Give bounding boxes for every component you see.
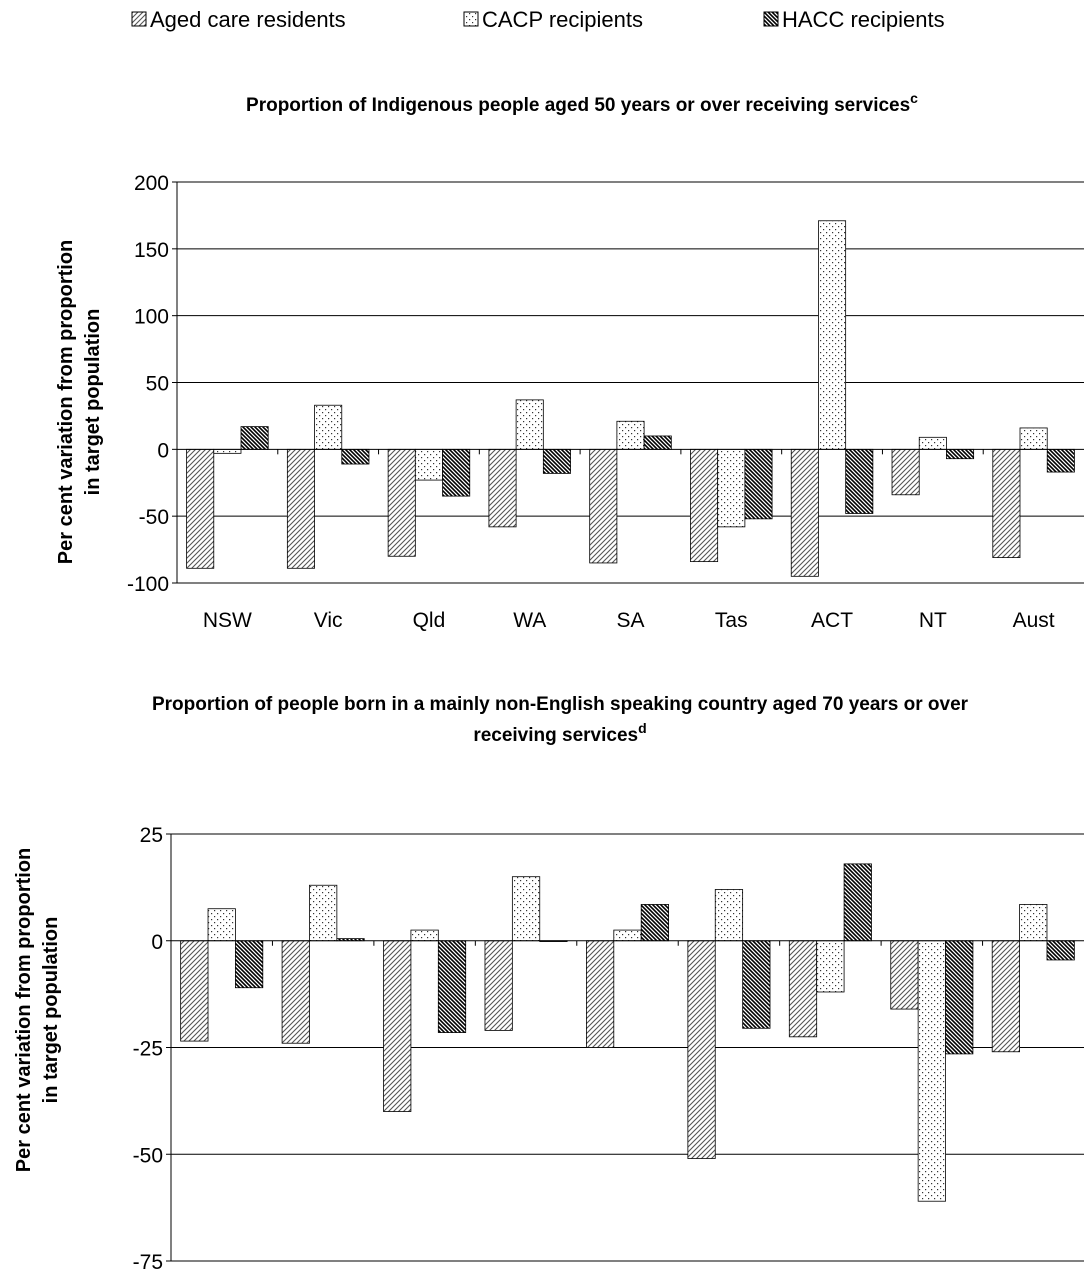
x-tick-label: SA: [616, 609, 644, 632]
bar-aged-care-wa: [488, 448, 517, 528]
bar-aged-care-wa: [484, 940, 513, 1031]
bar-hacc-qld: [437, 940, 467, 1033]
bar-aged-care-qld: [383, 940, 412, 1112]
nesb-chart-title-line-1: Proportion of people born in a mainly no…: [152, 694, 969, 715]
y-axis-title-line-2: in target population: [82, 309, 104, 496]
bar-hacc-nsw: [240, 426, 269, 450]
bar-cacp-nt: [918, 436, 947, 450]
bar-hacc-act: [843, 863, 872, 942]
bar-hacc-tas: [744, 448, 773, 520]
bar-hacc-nsw: [235, 940, 264, 989]
y-tick-label: 150: [134, 239, 169, 262]
bar-hacc-nt: [946, 448, 975, 460]
nesb-chart-title-line-2: receiving servicesd: [473, 720, 646, 746]
bar-hacc-sa: [640, 904, 669, 942]
bar-hacc-nt: [945, 940, 974, 1055]
y-axis-title-line-1: Per cent variation from proportion: [13, 848, 35, 1172]
bar-cacp-vic: [309, 884, 338, 942]
y-tick-label: 200: [134, 172, 169, 195]
legend-item-cacp: CACP recipients: [463, 7, 643, 32]
x-tick-label: Qld: [413, 609, 446, 632]
bar-cacp-act: [816, 940, 845, 993]
y-axis-title-line-2: in target population: [40, 917, 62, 1104]
legend-swatch-aged-care: [131, 11, 147, 27]
bar-aged-care-nt: [890, 940, 919, 1010]
bar-aged-care-aust: [991, 940, 1020, 1053]
bar-aged-care-vic: [281, 940, 310, 1044]
bar-aged-care-nsw: [180, 940, 209, 1042]
bar-hacc-aust: [1046, 940, 1075, 961]
bar-cacp-nsw: [207, 908, 236, 942]
bar-aged-care-vic: [286, 448, 315, 569]
bar-cacp-sa: [616, 420, 645, 450]
legend-swatch-cacp: [463, 11, 479, 27]
bar-aged-care-qld: [387, 448, 416, 557]
nesb-chart-y-axis-title: Per cent variation from proportion in ta…: [13, 848, 62, 1172]
indigenous-chart-title: Proportion of Indigenous people aged 50 …: [246, 90, 918, 116]
bar-hacc-sa: [643, 435, 672, 450]
bar-cacp-tas: [714, 889, 744, 942]
bar-hacc-qld: [442, 448, 471, 497]
x-tick-label: NSW: [203, 609, 252, 632]
bar-cacp-nsw: [213, 448, 242, 454]
x-tick-label: Aust: [1013, 609, 1055, 632]
legend-swatch-hacc: [763, 11, 779, 27]
y-tick-label: 0: [151, 931, 163, 954]
x-tick-label: NT: [919, 609, 947, 632]
y-axis-title-line-1: Per cent variation from proportion: [55, 240, 77, 564]
bar-aged-care-nt: [891, 448, 920, 496]
bar-cacp-tas: [717, 448, 746, 528]
y-tick-label: -25: [133, 1038, 163, 1061]
bar-cacp-qld: [414, 448, 443, 481]
bar-hacc-act: [845, 448, 874, 514]
bar-aged-care-act: [790, 448, 819, 577]
indigenous-chart-y-axis-title: Per cent variation from proportion in ta…: [55, 240, 104, 564]
bar-cacp-nt: [917, 940, 946, 1202]
bar-cacp-aust: [1019, 904, 1048, 942]
bar-cacp-wa: [515, 399, 544, 450]
bar-hacc-tas: [742, 940, 771, 1029]
bar-aged-care-sa: [589, 448, 618, 564]
y-tick-label: -50: [133, 1144, 163, 1167]
y-tick-label: 50: [146, 373, 169, 396]
legend-item-hacc: HACC recipients: [763, 7, 945, 32]
bar-hacc-aust: [1046, 448, 1075, 473]
legend-label-cacp: CACP recipients: [482, 7, 643, 32]
y-tick-label: 0: [157, 439, 169, 462]
y-tick-label: -100: [127, 573, 169, 596]
bar-cacp-qld: [410, 929, 439, 942]
bar-aged-care-sa: [586, 940, 615, 1048]
bar-aged-care-tas: [687, 940, 716, 1159]
x-tick-label: ACT: [811, 609, 853, 632]
bar-cacp-wa: [511, 876, 541, 942]
y-tick-label: 100: [134, 306, 169, 329]
bar-cacp-sa: [613, 929, 642, 942]
legend: Aged care residents CACP recipients HACC…: [131, 7, 945, 32]
bar-cacp-vic: [314, 404, 343, 450]
bar-hacc-wa: [542, 448, 571, 474]
bar-aged-care-act: [788, 940, 818, 1038]
legend-label-hacc: HACC recipients: [782, 7, 945, 32]
x-tick-label: Vic: [314, 609, 343, 632]
y-tick-label: -75: [133, 1251, 163, 1274]
x-tick-label: Tas: [715, 609, 748, 632]
nesb-chart: Proportion of people born in a mainly no…: [13, 694, 1084, 1274]
indigenous-chart: Proportion of Indigenous people aged 50 …: [55, 90, 1084, 632]
legend-item-aged-care: Aged care residents: [131, 7, 346, 32]
bar-aged-care-aust: [992, 448, 1021, 559]
legend-label-aged-care: Aged care residents: [150, 7, 346, 32]
bar-cacp-aust: [1019, 427, 1048, 450]
bar-hacc-vic: [341, 448, 370, 465]
y-tick-label: -50: [139, 506, 169, 529]
x-tick-label: WA: [513, 609, 546, 632]
bar-aged-care-tas: [690, 448, 719, 563]
bar-cacp-act: [818, 220, 847, 450]
bar-aged-care-nsw: [186, 448, 215, 569]
y-tick-label: 25: [140, 824, 163, 847]
